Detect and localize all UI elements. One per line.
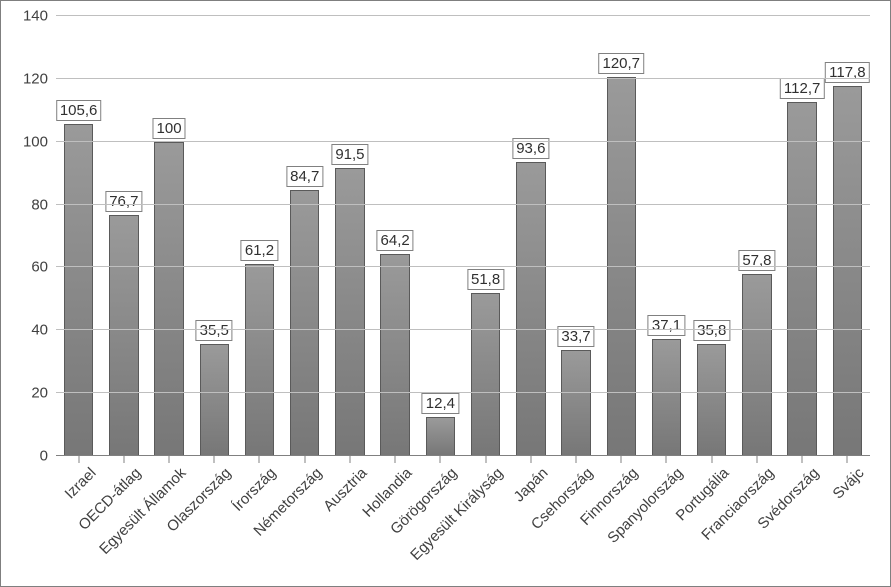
y-tick-label: 100: [23, 133, 56, 150]
x-tick: [349, 456, 350, 463]
bar: 84,7: [290, 190, 319, 456]
x-tick: [169, 456, 170, 463]
bar-slot: 112,7Svédország: [780, 16, 825, 456]
bar-slot: 61,2Írország: [237, 16, 282, 456]
data-label: 91,5: [331, 144, 368, 165]
bar: 100: [154, 142, 183, 456]
x-tick: [395, 456, 396, 463]
bar-slot: 35,5Olaszország: [192, 16, 237, 456]
gridline: [56, 455, 870, 456]
y-tick-label: 0: [40, 448, 56, 465]
bar-slot: 105,6Izrael: [56, 16, 101, 456]
bar: 105,6: [64, 124, 93, 456]
bar: 76,7: [109, 215, 138, 456]
gridline: [56, 204, 870, 205]
x-tick: [123, 456, 124, 463]
data-label: 51,8: [467, 269, 504, 290]
chart-frame: 105,6Izrael76,7OECD-átlag100Egyesült Áll…: [0, 0, 891, 587]
data-label: 120,7: [598, 53, 644, 74]
bar: 93,6: [516, 162, 545, 456]
gridline: [56, 141, 870, 142]
gridline: [56, 329, 870, 330]
bar-slot: 57,8Franciaország: [734, 16, 779, 456]
x-axis-label: Svájc: [826, 460, 868, 502]
gridline: [56, 266, 870, 267]
y-tick-label: 80: [31, 196, 56, 213]
bar: 112,7: [787, 102, 816, 456]
gridline: [56, 392, 870, 393]
bar-slot: 93,6Japán: [508, 16, 553, 456]
bar: 37,1: [652, 339, 681, 456]
bars-layer: 105,6Izrael76,7OECD-átlag100Egyesült Áll…: [56, 16, 870, 456]
y-tick-label: 140: [23, 8, 56, 25]
data-label: 64,2: [377, 230, 414, 251]
data-label: 84,7: [286, 166, 323, 187]
bar-slot: 76,7OECD-átlag: [101, 16, 146, 456]
bar-slot: 33,7Csehország: [553, 16, 598, 456]
bar-slot: 91,5Ausztria: [327, 16, 372, 456]
data-label: 117,8: [825, 62, 869, 83]
bar-slot: 100Egyesült Államok: [146, 16, 191, 456]
bar-slot: 12,4Görögország: [418, 16, 463, 456]
data-label: 12,4: [422, 393, 459, 414]
bar: 91,5: [335, 168, 364, 456]
data-label: 57,8: [738, 250, 775, 271]
bar-slot: 35,8Portugália: [689, 16, 734, 456]
bar-slot: 84,7Németország: [282, 16, 327, 456]
data-label: 76,7: [105, 191, 142, 212]
bar: 61,2: [245, 264, 274, 456]
x-tick: [711, 456, 712, 463]
x-tick: [304, 456, 305, 463]
bar-slot: 51,8Egyesült Királyság: [463, 16, 508, 456]
data-label: 100: [153, 118, 186, 139]
gridline: [56, 15, 870, 16]
bar: 12,4: [426, 417, 455, 456]
data-label: 105,6: [56, 100, 102, 121]
x-tick: [802, 456, 803, 463]
x-tick: [756, 456, 757, 463]
bar: 33,7: [561, 350, 590, 456]
data-label: 35,5: [196, 320, 233, 341]
x-tick: [485, 456, 486, 463]
y-tick-label: 20: [31, 385, 56, 402]
bar: 64,2: [380, 254, 409, 456]
bar: 35,5: [200, 344, 229, 456]
gridline: [56, 78, 870, 79]
x-tick: [530, 456, 531, 463]
data-label: 112,7: [780, 78, 824, 99]
y-tick-label: 40: [31, 322, 56, 339]
bar-slot: 120,7Finnország: [599, 16, 644, 456]
bar: 51,8: [471, 293, 500, 456]
y-tick-label: 60: [31, 259, 56, 276]
bar-slot: 64,2Hollandia: [373, 16, 418, 456]
x-tick: [576, 456, 577, 463]
bar: 35,8: [697, 344, 726, 457]
plot-area: 105,6Izrael76,7OECD-átlag100Egyesült Áll…: [56, 16, 870, 456]
data-label: 61,2: [241, 240, 278, 261]
bar: 57,8: [742, 274, 771, 456]
data-label: 37,1: [648, 315, 685, 336]
x-tick: [78, 456, 79, 463]
bar-slot: 117,8Svájc: [825, 16, 870, 456]
y-tick-label: 120: [23, 70, 56, 87]
bar-slot: 37,1Spanyolország: [644, 16, 689, 456]
